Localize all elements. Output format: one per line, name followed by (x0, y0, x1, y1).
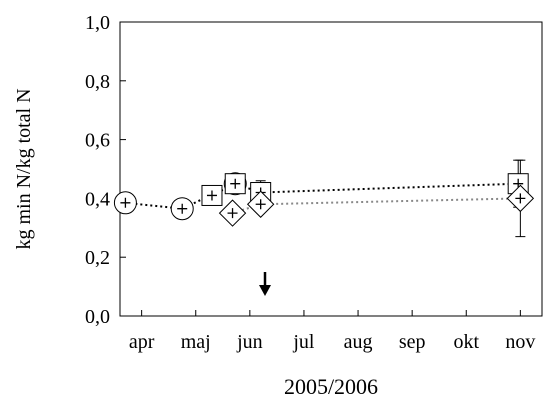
marker-plus (255, 199, 266, 210)
marker (201, 184, 223, 206)
y-tick-label: 0,4 (85, 188, 110, 210)
marker-plus (177, 203, 188, 214)
marker (246, 190, 275, 218)
y-tick-label: 0,8 (85, 71, 110, 93)
x-axis-label: 2005/2006 (284, 374, 378, 399)
marker-plus (230, 178, 241, 189)
series-line (211, 182, 519, 197)
marker-plus (227, 208, 238, 219)
x-tick-label: apr (129, 331, 155, 353)
y-tick-label: 0,0 (85, 306, 110, 328)
y-axis-label: kg min N/kg total N (13, 88, 35, 249)
x-tick-label: maj (181, 331, 211, 353)
x-tick-label: jul (292, 331, 315, 353)
arrow (259, 272, 271, 296)
marker-plus (206, 190, 217, 201)
x-tick-label: aug (344, 331, 373, 353)
marker-plus (120, 197, 131, 208)
x-tick-label: jun (236, 331, 263, 353)
marker (170, 197, 194, 221)
plot-frame (119, 21, 543, 317)
y-tick-label: 0,6 (85, 130, 110, 152)
y-tick-label: 0,2 (85, 247, 110, 269)
marker (218, 199, 247, 227)
series-line (232, 197, 521, 215)
marker (113, 191, 137, 215)
x-tick-label: okt (453, 331, 479, 353)
y-tick-label: 1,0 (85, 12, 110, 34)
marker (224, 173, 246, 195)
x-tick-label: sep (399, 331, 426, 353)
marker (506, 184, 535, 213)
x-tick-label: nov (505, 331, 535, 353)
marker-plus (515, 193, 526, 204)
